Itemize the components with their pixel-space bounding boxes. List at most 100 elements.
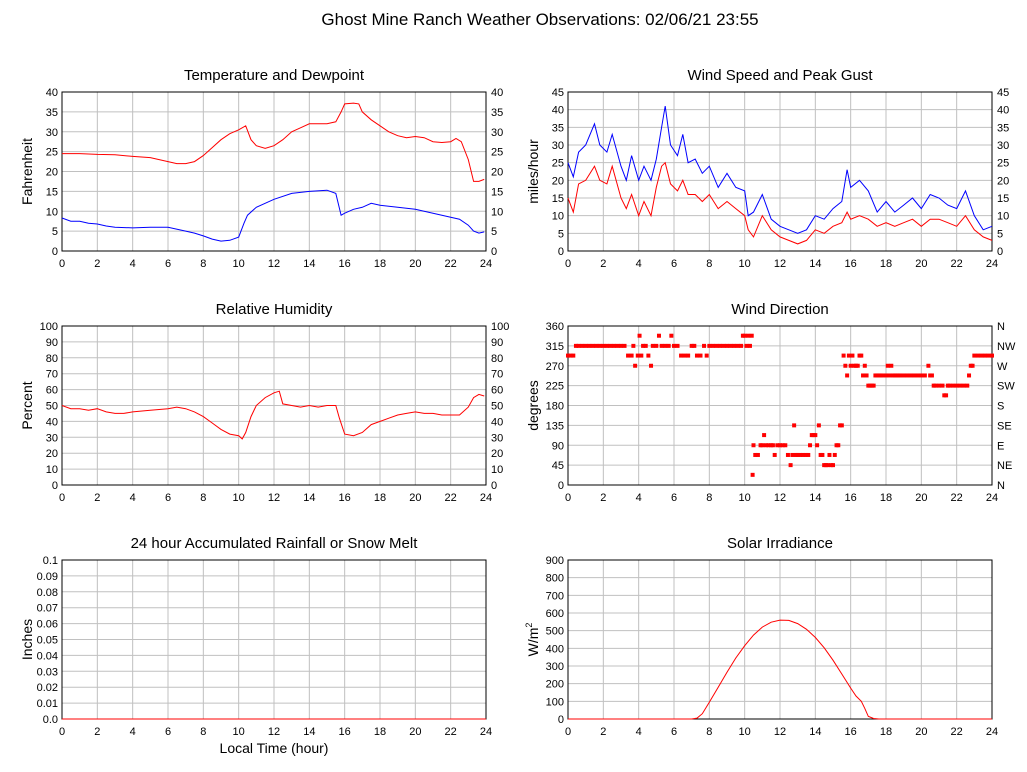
data-point [714,343,719,348]
chart-title: Solar Irradiance [727,535,833,552]
page-title: Ghost Mine Ranch Weather Observations: 0… [321,10,758,29]
data-point [922,373,927,378]
data-point [788,463,793,468]
x-tick-label: 22 [951,726,963,738]
x-tick-label: 12 [774,492,786,504]
data-point [717,343,722,348]
x-tick-label: 4 [636,258,642,270]
data-point [832,452,837,457]
y-tick-label-right: NE [997,460,1012,472]
y-tick-label: 30 [46,432,58,444]
y-tick-label: 500 [546,626,564,638]
data-point [770,443,775,448]
data-point [626,353,631,358]
y-tick-label-right: 100 [491,321,509,333]
y-tick-label-right: E [997,440,1004,452]
x-tick-label: 24 [480,492,492,504]
data-point [635,353,640,358]
data-point [820,452,825,457]
y-tick-label-right: 0 [491,246,497,258]
y-tick-label-right: 5 [997,228,1003,240]
y-tick-label-right: 40 [491,416,503,428]
x-tick-label: 12 [774,258,786,270]
data-point [889,363,894,368]
y-tick-label: 10 [552,211,564,223]
x-tick-label: 12 [268,258,280,270]
data-point [694,353,699,358]
data-point [619,343,623,348]
y-tick-label-right: 80 [491,353,503,365]
x-axis-label: Local Time (hour) [220,740,329,756]
y-tick-label: 40 [552,105,564,117]
data-point [707,343,712,348]
x-tick-label: 6 [165,726,171,738]
data-point [721,343,726,348]
data-point [815,443,820,448]
y-tick-label: 0 [52,246,58,258]
x-tick-label: 22 [445,492,457,504]
x-tick-label: 8 [706,258,712,270]
data-point [744,343,749,348]
data-point [905,373,910,378]
x-tick-label: 22 [445,726,457,738]
data-point [843,363,848,368]
y-tick-label: 0 [558,480,564,492]
series-line-red [568,619,992,720]
data-point [751,443,756,448]
y-tick-label: 15 [46,186,58,198]
x-tick-label: 8 [200,492,206,504]
y-tick-label-right: 15 [997,193,1009,205]
x-tick-label: 10 [233,726,245,738]
x-tick-label: 18 [880,492,892,504]
x-tick-label: 18 [374,258,386,270]
series-line-red [61,390,485,440]
x-tick-label: 0 [565,492,571,504]
data-point [885,363,890,368]
y-tick-label: 50 [46,401,58,413]
x-tick-label: 4 [130,258,136,270]
y-tick-label: 800 [546,573,564,585]
x-tick-label: 8 [706,492,712,504]
data-point [901,373,906,378]
x-tick-label: 18 [374,726,386,738]
data-point [982,353,987,358]
x-tick-label: 4 [636,726,642,738]
x-tick-label: 10 [233,258,245,270]
chart-title: Wind Speed and Peak Gust [687,67,873,84]
data-point [919,373,924,378]
y-tick-label: 900 [546,555,564,567]
x-tick-label: 20 [409,492,421,504]
data-point [646,353,651,358]
data-point [702,343,707,348]
data-point [682,353,687,358]
data-point [643,343,648,348]
data-point [846,353,851,358]
data-point [639,353,644,358]
y-tick-label-right: 90 [491,337,503,349]
data-point [975,353,980,358]
y-tick-label: 10 [46,206,58,218]
plot-frame [567,325,993,486]
data-point [783,443,788,448]
y-axis-label: Percent [19,381,35,429]
y-tick-label-right: 20 [491,448,503,460]
data-point [940,383,945,388]
y-tick-label: 100 [40,321,58,333]
y-tick-label: 90 [46,337,58,349]
data-point [746,333,751,338]
x-tick-label: 8 [200,258,206,270]
data-point [827,452,832,457]
y-tick-label: 700 [546,590,564,602]
y-tick-label-right: 50 [491,401,503,413]
data-point [884,373,888,378]
data-point [749,333,754,338]
y-tick-label-right: 25 [997,158,1009,170]
data-point [926,363,931,368]
x-tick-label: 6 [165,492,171,504]
x-tick-label: 24 [986,258,998,270]
y-tick-label: 0.0 [43,714,58,726]
plot-frame [61,91,487,252]
data-point [986,353,991,358]
